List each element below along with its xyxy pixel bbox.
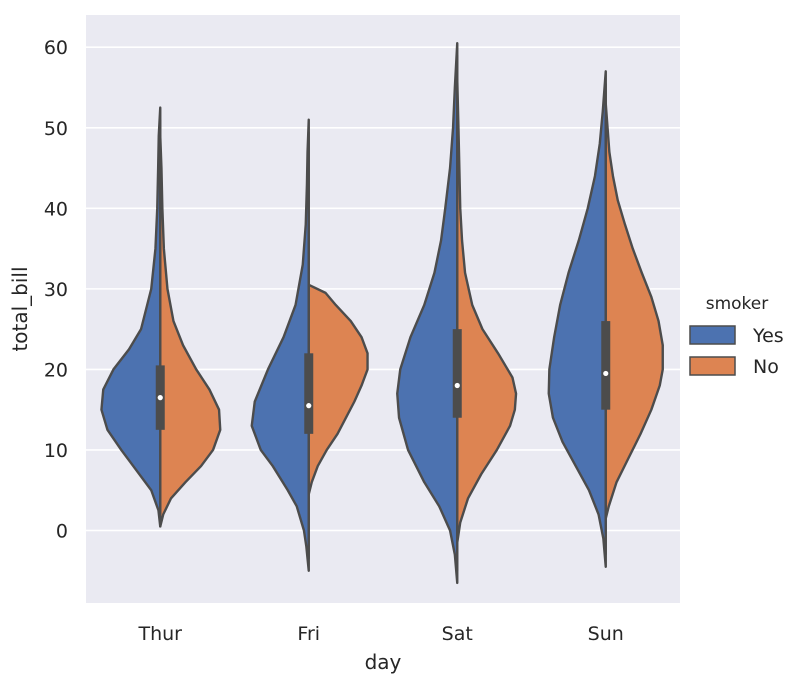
median-point-fri — [306, 403, 312, 409]
y-tick-labels: 0 10 20 30 40 50 60 — [44, 37, 68, 542]
x-tick-label: Thur — [137, 623, 182, 645]
y-tick-label: 40 — [44, 198, 68, 220]
x-tick-label: Sun — [588, 623, 624, 645]
y-tick-label: 50 — [44, 118, 68, 140]
violin-sun-yes — [547, 70, 607, 568]
legend-label-yes: Yes — [752, 325, 784, 347]
legend-label-no: No — [753, 356, 779, 378]
violin-sat-no — [456, 78, 518, 544]
x-axis-label: day — [365, 650, 402, 674]
violin-fri-yes — [250, 118, 310, 572]
violin-thur-no — [159, 134, 222, 528]
y-tick-label: 0 — [56, 521, 68, 543]
x-tick-labels: Thur Fri Sat Sun — [137, 623, 623, 645]
y-tick-label: 60 — [44, 37, 68, 59]
x-tick-label: Fri — [297, 623, 320, 645]
iqr-box-sun — [601, 321, 611, 410]
median-point-sat — [454, 382, 460, 389]
median-point-thur — [157, 395, 163, 401]
violin-sat-yes — [396, 41, 459, 585]
y-tick-label: 10 — [44, 440, 68, 462]
legend-title: smoker — [706, 294, 769, 314]
legend-swatch-no — [689, 356, 736, 376]
y-tick-label: 30 — [44, 279, 68, 301]
y-axis-label: total_bill — [8, 266, 32, 351]
iqr-box-sat — [452, 329, 462, 418]
iqr-box-fri — [304, 353, 314, 434]
legend-swatch-yes — [689, 325, 736, 345]
median-point-sun — [603, 370, 609, 377]
violins — [100, 41, 664, 585]
y-tick-label: 20 — [44, 359, 68, 381]
legend: smoker Yes No — [689, 294, 784, 378]
violin-thur-yes — [100, 106, 162, 528]
violin-sun-no — [604, 102, 664, 520]
x-tick-label: Sat — [442, 623, 473, 645]
violin-fri-no — [307, 283, 369, 496]
